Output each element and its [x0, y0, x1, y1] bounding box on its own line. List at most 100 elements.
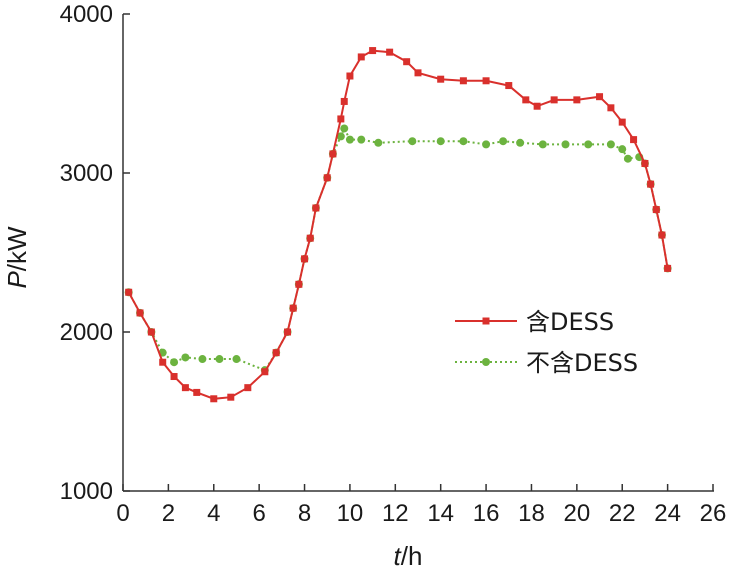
- data-point-with-dess: [357, 53, 365, 61]
- x-axis-label-italic: t: [394, 541, 403, 570]
- legend-label-with-dess: 含DESS: [526, 308, 614, 336]
- data-point-without-dess: [499, 137, 508, 146]
- x-axis-label: t/h: [394, 541, 423, 570]
- data-point-with-dess: [136, 309, 144, 317]
- data-point-with-dess: [346, 72, 354, 80]
- data-point-with-dess: [596, 93, 604, 101]
- y-axis-label-italic: P: [2, 271, 32, 289]
- data-point-without-dess: [436, 137, 445, 146]
- data-point-without-dess: [340, 124, 349, 133]
- data-point-with-dess: [147, 328, 155, 336]
- data-point-without-dess: [618, 145, 627, 154]
- y-tick-label: 3000: [60, 160, 113, 187]
- y-axis-label: P/kW: [2, 226, 32, 289]
- data-point-with-dess: [522, 96, 530, 104]
- data-point-with-dess: [306, 234, 314, 242]
- data-point-without-dess: [336, 132, 345, 141]
- data-point-with-dess: [323, 174, 331, 182]
- data-point-with-dess: [312, 204, 320, 212]
- data-point-with-dess: [437, 75, 445, 83]
- data-point-with-dess: [573, 96, 581, 104]
- series-layer: [124, 47, 672, 403]
- data-point-with-dess: [459, 77, 467, 85]
- data-point-with-dess: [403, 58, 411, 66]
- series-line-with-dess: [127, 49, 669, 400]
- data-point-with-dess: [658, 231, 666, 239]
- data-point-without-dess: [374, 138, 383, 147]
- x-ticks: 0 2 4 6 8 10 12 14 16 18 20 22 24 26: [116, 484, 726, 527]
- data-point-with-dess: [482, 77, 490, 85]
- data-point-with-dess: [340, 97, 348, 105]
- data-point-without-dess: [181, 353, 190, 362]
- data-point-with-dess: [125, 288, 133, 296]
- data-point-with-dess: [337, 115, 345, 123]
- data-point-without-dess: [482, 140, 491, 149]
- y-tick-label: 2000: [60, 319, 113, 346]
- data-point-with-dess: [369, 47, 377, 55]
- data-point-without-dess: [459, 137, 468, 146]
- y-ticks: 1000 2000 3000 4000: [60, 1, 130, 505]
- x-tick-label: 18: [518, 500, 545, 527]
- x-tick-label: 4: [207, 500, 220, 527]
- x-tick-label: 22: [609, 500, 636, 527]
- data-point-with-dess: [533, 102, 541, 110]
- data-point-with-dess: [301, 255, 309, 263]
- x-tick-label: 0: [116, 500, 129, 527]
- data-point-with-dess: [618, 118, 626, 126]
- data-point-with-dess: [386, 48, 394, 56]
- data-point-without-dess: [516, 138, 525, 147]
- data-point-without-dess: [561, 140, 570, 149]
- x-axis-label-unit: /h: [401, 541, 423, 570]
- data-point-with-dess: [284, 328, 292, 336]
- legend-marker-without-dess: [482, 358, 490, 366]
- data-point-with-dess: [641, 159, 649, 167]
- data-point-without-dess: [408, 137, 417, 146]
- data-point-with-dess: [505, 82, 513, 90]
- x-tick-label: 2: [162, 500, 175, 527]
- data-point-with-dess: [244, 384, 252, 392]
- data-point-without-dess: [606, 140, 615, 149]
- x-tick-label: 10: [337, 500, 364, 527]
- data-point-without-dess: [357, 135, 366, 144]
- data-point-with-dess: [550, 96, 558, 104]
- x-tick-label: 24: [654, 500, 681, 527]
- x-tick-label: 12: [382, 500, 409, 527]
- legend-label-without-dess: 不含DESS: [526, 349, 638, 377]
- data-point-without-dess: [584, 140, 593, 149]
- legend-item-with-dess: 含DESS: [455, 308, 614, 336]
- y-tick-label: 1000: [60, 478, 113, 505]
- data-point-without-dess: [170, 358, 179, 367]
- legend-item-without-dess: 不含DESS: [455, 349, 638, 377]
- data-point-with-dess: [289, 304, 297, 312]
- data-point-with-dess: [329, 150, 337, 158]
- data-point-with-dess: [630, 136, 638, 144]
- x-tick-label: 6: [252, 500, 265, 527]
- data-point-without-dess: [198, 355, 207, 364]
- x-tick-label: 20: [563, 500, 590, 527]
- series-line-without-dess: [127, 126, 669, 372]
- data-point-with-dess: [159, 358, 167, 366]
- data-point-with-dess: [227, 393, 235, 401]
- x-tick-label: 26: [700, 500, 727, 527]
- data-point-with-dess: [210, 395, 218, 403]
- data-point-with-dess: [647, 180, 655, 188]
- data-point-with-dess: [295, 280, 303, 288]
- data-point-without-dess: [232, 355, 241, 364]
- data-point-with-dess: [652, 206, 660, 214]
- data-point-without-dess: [623, 154, 632, 163]
- x-tick-label: 16: [473, 500, 500, 527]
- data-point-without-dess: [345, 135, 354, 144]
- y-axis-label-unit: /kW: [2, 226, 32, 271]
- y-tick-label: 4000: [60, 1, 113, 28]
- data-point-with-dess: [170, 373, 178, 381]
- data-point-with-dess: [664, 264, 672, 272]
- data-point-with-dess: [272, 349, 280, 357]
- legend: 含DESS 不含DESS: [455, 308, 638, 377]
- data-point-with-dess: [261, 368, 269, 376]
- data-point-with-dess: [607, 104, 615, 112]
- data-point-without-dess: [538, 140, 547, 149]
- legend-marker-with-dess: [482, 317, 490, 325]
- data-point-without-dess: [215, 355, 224, 364]
